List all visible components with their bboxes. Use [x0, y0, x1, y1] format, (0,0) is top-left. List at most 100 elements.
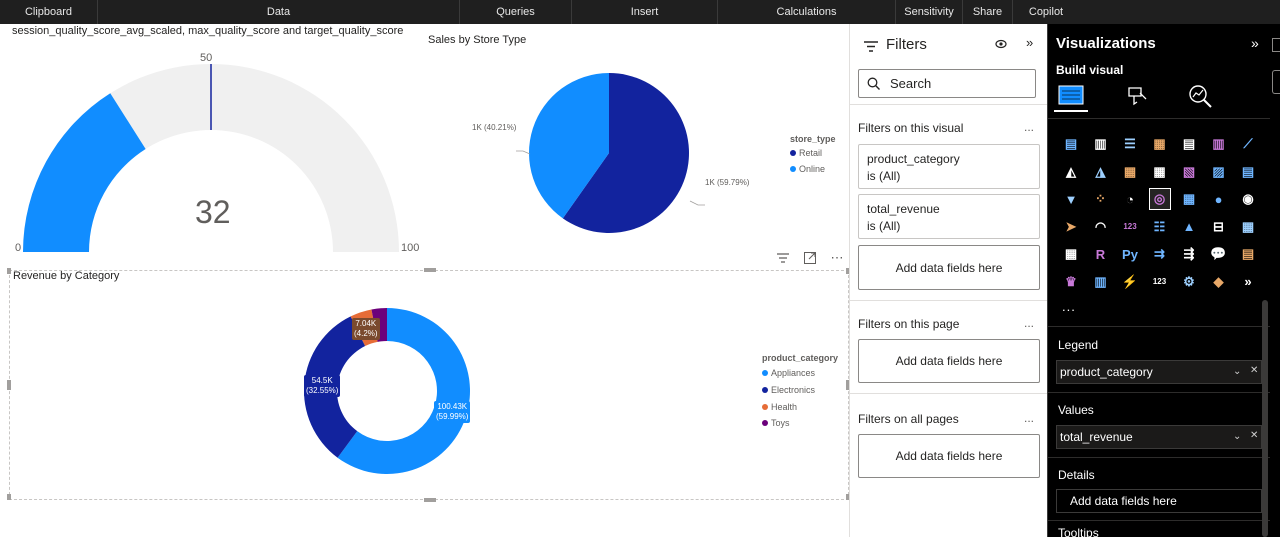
legend-dot-icon	[762, 404, 768, 410]
eye-icon[interactable]	[995, 38, 1007, 52]
remove-field-icon[interactable]: ✕	[1250, 365, 1259, 376]
line-chart-icon[interactable]: ⟋	[1243, 136, 1253, 151]
panel-toggle-icon[interactable]	[1272, 38, 1280, 52]
key-influencers-icon[interactable]: ⇉	[1154, 246, 1165, 261]
power-apps-icon[interactable]: ⚡	[1121, 273, 1139, 289]
add-page-filter-button[interactable]: Add data fields here	[858, 339, 1040, 383]
line-clustered-column-icon[interactable]: ▦	[1153, 163, 1166, 179]
ribbon-share-group[interactable]: Share	[963, 0, 1013, 24]
more-options-icon[interactable]: ⋯	[830, 250, 844, 265]
ribbon-sensitivity-group[interactable]: Sensitivity	[896, 0, 963, 24]
resize-handle[interactable]	[7, 380, 11, 390]
chevron-down-icon[interactable]: ⌄	[1233, 366, 1242, 377]
apps-icon[interactable]: ◆	[1213, 273, 1224, 289]
ribbon-queries-group[interactable]: Queries	[460, 0, 572, 24]
stacked-column-icon[interactable]: ▥	[1094, 136, 1107, 151]
panel-toggle-icon[interactable]	[1272, 70, 1280, 94]
pie-chart[interactable]	[460, 64, 760, 244]
resize-handle[interactable]	[846, 268, 850, 274]
ribbon-clipboard-group[interactable]: Clipboard	[0, 0, 98, 24]
format-visual-tab-icon[interactable]	[1120, 80, 1154, 112]
ribbon-chart-icon[interactable]: ▧	[1182, 163, 1196, 179]
pie-slice-retail[interactable]	[562, 73, 689, 233]
donut-slice-appliances[interactable]	[337, 308, 470, 474]
pie-slice-online[interactable]	[529, 73, 609, 219]
card-icon[interactable]: 123	[1123, 222, 1137, 231]
card-new-icon[interactable]: 123	[1152, 277, 1167, 286]
r-visual-icon[interactable]: R	[1095, 246, 1106, 262]
100-bar-icon[interactable]: ▤	[1182, 136, 1196, 151]
resize-handle[interactable]	[846, 494, 850, 500]
paginated-report-icon[interactable]: ▥	[1094, 273, 1107, 289]
more-options-icon[interactable]: ...	[1024, 411, 1035, 425]
gauge-chart[interactable]	[0, 38, 430, 268]
filled-map-icon[interactable]: ◉	[1242, 191, 1254, 206]
filter-icon[interactable]	[775, 250, 791, 266]
viz-scrollbar[interactable]	[1262, 300, 1268, 537]
slicer-icon[interactable]: ⊟	[1213, 218, 1224, 234]
clustered-bar-icon[interactable]: ☰	[1124, 136, 1136, 151]
azure-map-icon[interactable]: ➤	[1065, 218, 1077, 234]
analytics-tab-icon[interactable]	[1184, 80, 1218, 112]
table-icon[interactable]: ▦	[1241, 218, 1255, 234]
ribbon-data-group[interactable]: Data	[98, 0, 460, 24]
resize-handle[interactable]	[424, 268, 436, 272]
funnel-icon[interactable]: ▤	[1241, 163, 1255, 179]
remove-field-icon[interactable]: ✕	[1250, 430, 1259, 441]
100-column-icon[interactable]: ▥	[1212, 136, 1225, 151]
sparkline-icon[interactable]: »	[1244, 274, 1252, 289]
funnel-chart-icon[interactable]: ▼	[1064, 191, 1078, 207]
focus-mode-icon[interactable]	[802, 250, 818, 266]
donut-chart-icon[interactable]: ◎	[1148, 188, 1171, 210]
legend-field-well[interactable]: product_category ⌄ ✕	[1056, 360, 1262, 384]
pie-chart-icon[interactable]: ◔	[1126, 191, 1134, 207]
pie-legend-online[interactable]: Online	[790, 164, 825, 174]
qa-icon[interactable]: 💬	[1210, 246, 1227, 261]
chevron-down-icon[interactable]: ⌄	[1233, 431, 1242, 442]
more-options-icon[interactable]: ...	[1024, 120, 1035, 134]
gauge-fill[interactable]	[23, 93, 146, 252]
ribbon-calculations-group[interactable]: Calculations	[718, 0, 896, 24]
python-visual-icon[interactable]: Py	[1122, 246, 1138, 262]
donut-legend-health[interactable]: Health	[762, 402, 797, 412]
ribbon-copilot-group[interactable]: Copilot	[1028, 6, 1064, 18]
filter-card-product-category[interactable]: product_category is (All)	[858, 144, 1040, 189]
build-visual-tab-icon[interactable]	[1054, 80, 1088, 112]
resize-handle[interactable]	[424, 498, 436, 502]
filter-search-input[interactable]: Search	[858, 69, 1036, 98]
decomposition-tree-icon[interactable]: ⇶	[1183, 246, 1195, 261]
collapse-filters-icon[interactable]: »	[1026, 35, 1034, 50]
filter-card-total-revenue[interactable]: total_revenue is (All)	[858, 194, 1040, 239]
matrix-icon[interactable]: ▦	[1064, 246, 1078, 261]
details-add-field[interactable]: Add data fields here	[1056, 489, 1262, 513]
values-field-well[interactable]: total_revenue ⌄ ✕	[1056, 425, 1262, 449]
resize-handle[interactable]	[7, 268, 11, 274]
donut-legend-appliances[interactable]: Appliances	[762, 368, 815, 378]
donut-legend-toys[interactable]: Toys	[762, 418, 790, 428]
narrative-icon[interactable]: ▤	[1241, 246, 1255, 261]
gauge-icon[interactable]: ◠	[1094, 218, 1107, 234]
donut-legend-electronics[interactable]: Electronics	[762, 385, 815, 395]
clustered-column-icon[interactable]: ▦	[1153, 136, 1166, 151]
more-visuals-icon[interactable]: ...	[1062, 299, 1076, 314]
resize-handle[interactable]	[7, 494, 11, 500]
add-visual-filter-button[interactable]: Add data fields here	[858, 245, 1040, 290]
kpi-icon[interactable]: ▲	[1182, 219, 1196, 234]
power-automate-icon[interactable]: ⚙	[1183, 273, 1195, 289]
stacked-bar-icon[interactable]: ▤	[1064, 136, 1078, 151]
scatter-icon[interactable]: ⁘	[1095, 191, 1106, 206]
trophy-icon[interactable]: ♛	[1065, 273, 1077, 289]
map-icon[interactable]: ●	[1214, 191, 1223, 207]
add-all-pages-filter-button[interactable]: Add data fields here	[858, 434, 1040, 478]
line-stacked-column-icon[interactable]: ▦	[1123, 163, 1137, 179]
ribbon-insert-group[interactable]: Insert	[572, 0, 718, 24]
pie-legend-retail[interactable]: Retail	[790, 148, 822, 158]
multi-row-card-icon[interactable]: ☷	[1153, 218, 1166, 234]
more-options-icon[interactable]: ...	[1024, 316, 1035, 330]
treemap-icon[interactable]: ▦	[1182, 191, 1196, 206]
collapse-viz-icon[interactable]: »	[1251, 35, 1259, 51]
resize-handle[interactable]	[846, 380, 850, 390]
stacked-area-icon[interactable]: ◮	[1095, 163, 1106, 179]
area-chart-icon[interactable]: ◭	[1066, 163, 1076, 179]
waterfall-icon[interactable]: ▨	[1212, 163, 1225, 179]
